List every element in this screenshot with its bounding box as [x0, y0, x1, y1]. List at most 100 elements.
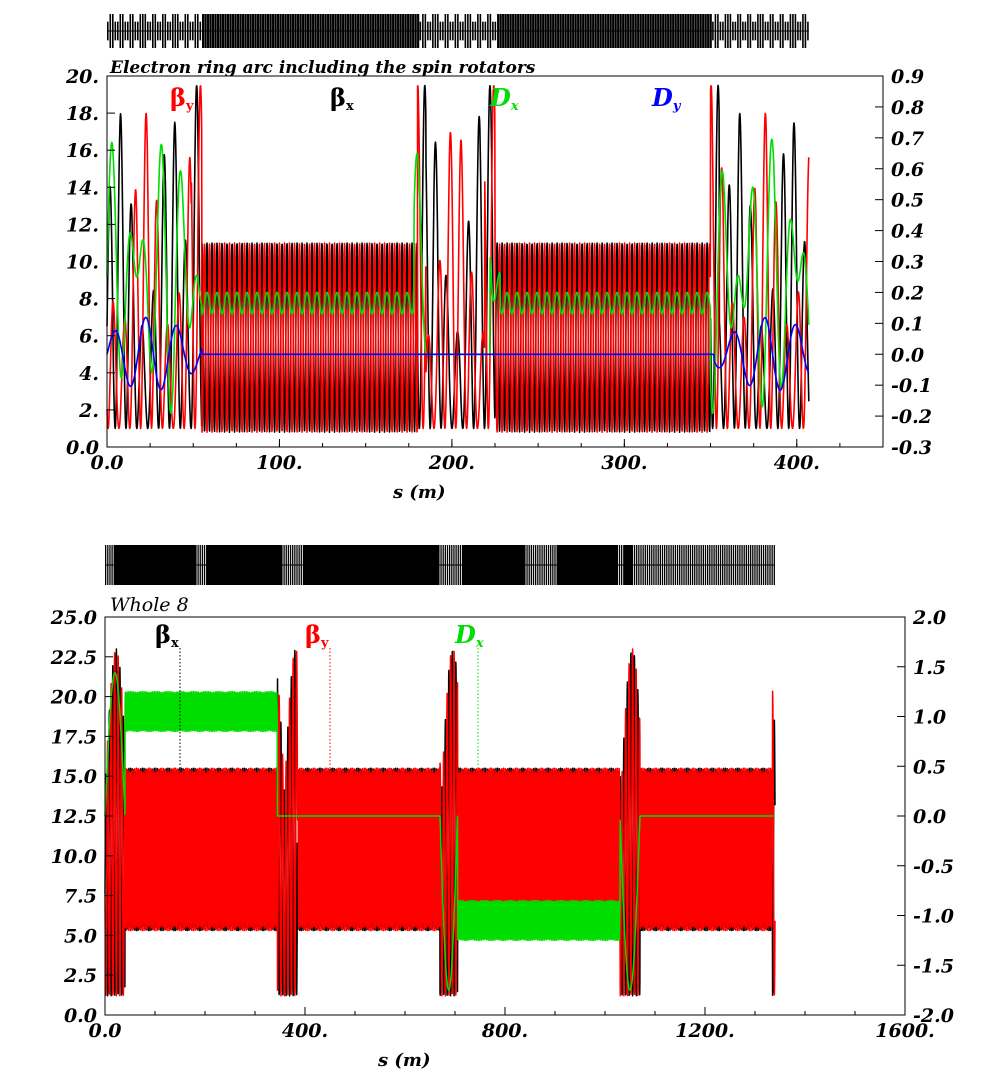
- y-left-tick-label: 8.: [78, 289, 99, 311]
- lattice-magnet: [117, 21, 119, 41]
- lattice-magnet: [354, 545, 357, 585]
- lattice-magnet: [517, 545, 521, 585]
- lattice-magnet: [527, 14, 530, 48]
- lattice-magnet: [451, 545, 453, 585]
- lattice-magnet: [142, 14, 144, 48]
- lattice-magnet: [206, 545, 209, 585]
- lattice-magnet: [427, 21, 429, 41]
- lattice-magnet: [594, 14, 597, 48]
- lattice-magnet: [644, 545, 646, 585]
- lattice-magnet: [687, 545, 689, 585]
- lattice-magnet: [272, 14, 275, 48]
- lattice-magnet: [401, 545, 405, 585]
- lattice-magnet: [569, 14, 572, 48]
- legend-beta-y: βy: [305, 620, 329, 651]
- lattice-magnet: [431, 545, 435, 585]
- y-right-tick-label: 1.5: [913, 657, 946, 679]
- lattice-magnet: [554, 14, 557, 48]
- chart2-ticks: 0.0 400. 800. 1200. 1600. 0.0 2.5 5.0 7.5 10.0 12.…: [50, 607, 954, 1042]
- lattice-magnet: [266, 545, 269, 585]
- lattice-magnet: [707, 14, 710, 48]
- lattice-magnet: [470, 545, 474, 585]
- y-right-tick-label: 0.8: [891, 97, 924, 119]
- lattice-magnet: [407, 14, 410, 48]
- lattice-magnet: [792, 14, 794, 48]
- lattice-magnet: [343, 545, 347, 585]
- lattice-magnet: [804, 14, 807, 48]
- lattice-magnet: [559, 14, 562, 48]
- lattice-magnet: [358, 545, 362, 585]
- lattice-magnet: [511, 545, 514, 585]
- lattice-magnet: [653, 545, 655, 585]
- lattice-magnet: [747, 545, 750, 585]
- x-tick-label: 200.: [428, 452, 475, 474]
- lattice-magnet: [175, 545, 179, 585]
- lattice-magnet: [547, 14, 550, 48]
- y-left-tick-label: 4.: [79, 363, 99, 385]
- lattice-magnet: [623, 545, 626, 585]
- lattice-magnet: [504, 545, 508, 585]
- lattice-magnet: [734, 545, 737, 585]
- lattice-magnet: [469, 14, 472, 48]
- lattice-magnet: [679, 545, 681, 585]
- lattice-magnet: [659, 545, 661, 585]
- lattice-magnet: [483, 545, 486, 585]
- lattice-magnet: [572, 14, 575, 48]
- lattice-magnet: [418, 545, 422, 585]
- lattice-magnet: [571, 545, 575, 585]
- lattice-magnet: [528, 545, 530, 585]
- lattice-magnet: [595, 545, 598, 585]
- lattice-magnet: [485, 545, 489, 585]
- lattice-magnet: [189, 21, 192, 41]
- lattice-magnet: [479, 545, 482, 585]
- lattice-magnet: [352, 14, 355, 48]
- lattice-magnet: [512, 14, 515, 48]
- lattice-magnet: [599, 545, 603, 585]
- lattice-magnet: [442, 21, 444, 41]
- lattice-magnet: [743, 545, 745, 585]
- lattice-magnet: [322, 545, 325, 585]
- lattice-magnet: [774, 21, 777, 41]
- lattice-magnet: [504, 14, 507, 48]
- y-left-tick-label: 14.: [66, 177, 99, 199]
- lattice-magnet: [617, 14, 620, 48]
- lattice-magnet: [784, 21, 787, 41]
- lattice-magnet: [466, 545, 469, 585]
- y-left-tick-label: 10.: [66, 252, 99, 274]
- x-tick-label: 300.: [601, 452, 647, 474]
- lattice-magnet: [440, 545, 442, 585]
- lattice-magnet: [352, 545, 355, 585]
- lattice-magnet: [584, 545, 588, 585]
- lattice-magnet: [345, 545, 349, 585]
- lattice-magnet: [629, 14, 632, 48]
- lattice-magnet: [319, 14, 322, 48]
- lattice-magnet: [749, 14, 752, 48]
- lattice-magnet: [261, 545, 265, 585]
- lattice-magnet: [111, 545, 113, 585]
- lattice-magnet: [309, 545, 312, 585]
- lattice-magnet: [631, 545, 634, 585]
- lattice-magnet: [207, 14, 210, 48]
- lattice-magnet: [240, 545, 244, 585]
- lattice-magnet: [640, 545, 642, 585]
- lattice-magnet: [292, 545, 294, 585]
- lattice-magnet: [526, 545, 528, 585]
- lattice-magnet: [702, 545, 704, 585]
- lattice-magnet: [707, 545, 709, 585]
- lattice-magnet: [201, 545, 204, 585]
- lattice-magnet: [612, 14, 615, 48]
- lattice-magnet: [709, 545, 711, 585]
- lattice-magnet: [627, 545, 631, 585]
- lattice-magnet: [750, 545, 752, 585]
- lattice-magnet: [216, 545, 220, 585]
- x-tick-label: 0.0: [88, 1020, 121, 1042]
- y-left-tick-label: 15.0: [51, 766, 97, 788]
- y-left-tick-label: 17.5: [51, 726, 97, 748]
- lattice-magnet: [160, 545, 164, 585]
- lattice-magnet: [367, 545, 370, 585]
- lattice-magnet: [462, 21, 464, 41]
- lattice-magnet: [756, 545, 758, 585]
- lattice-magnet: [191, 545, 194, 585]
- lattice-magnet: [287, 545, 290, 585]
- lattice-magnet: [670, 545, 672, 585]
